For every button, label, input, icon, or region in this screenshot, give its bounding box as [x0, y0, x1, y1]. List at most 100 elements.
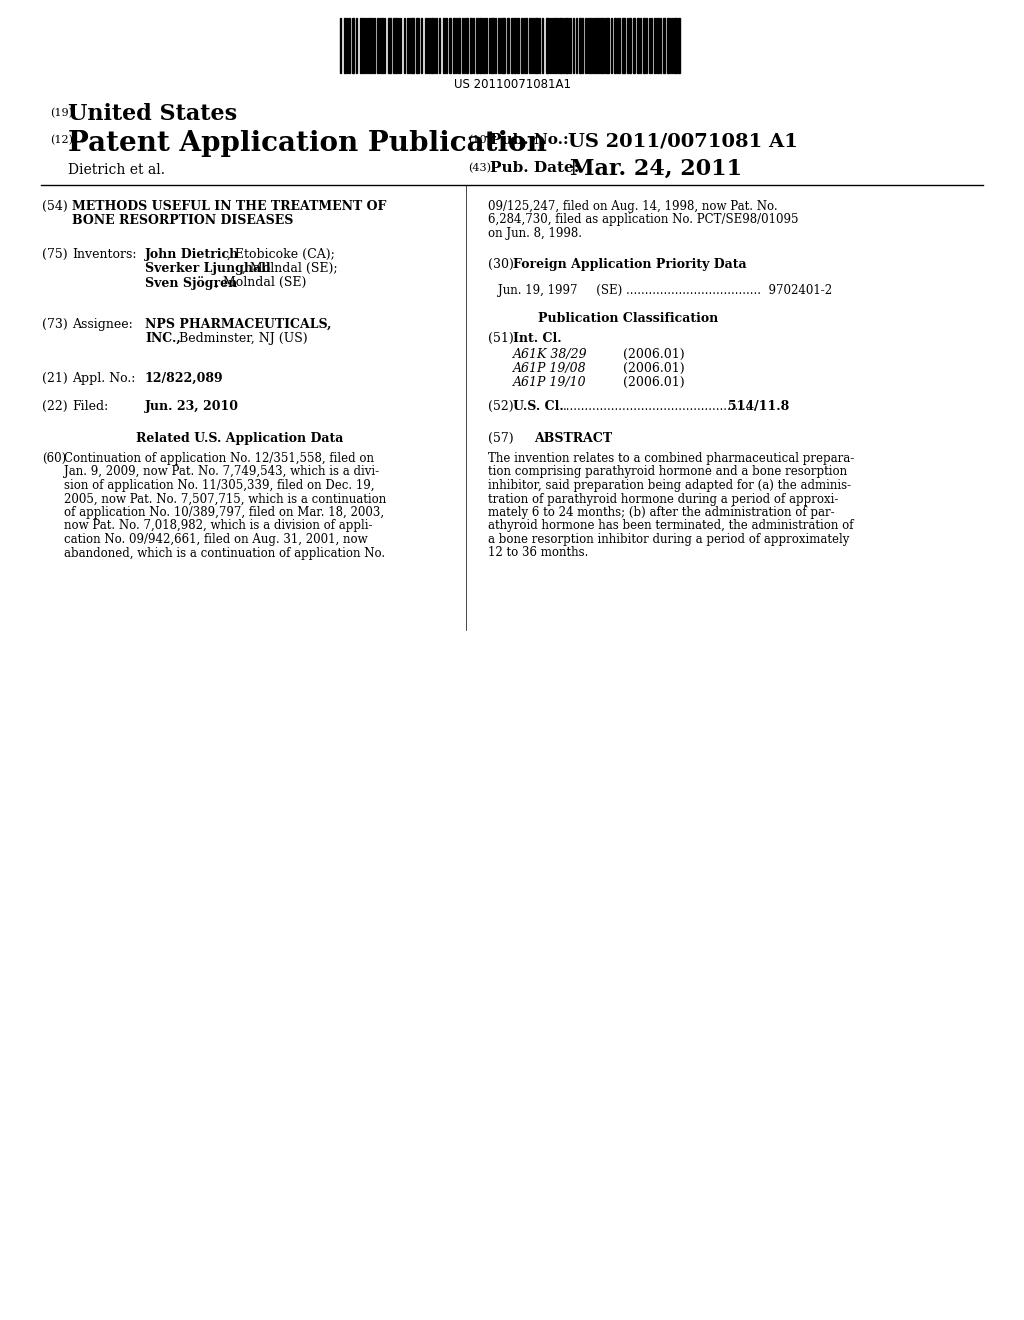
Text: mately 6 to 24 months; (b) after the administration of par-: mately 6 to 24 months; (b) after the adm…	[488, 506, 835, 519]
Text: (2006.01): (2006.01)	[623, 348, 685, 360]
Bar	[622, 18, 625, 73]
Bar	[470, 18, 472, 73]
Text: inhibitor, said preparation being adapted for (a) the adminis-: inhibitor, said preparation being adapte…	[488, 479, 851, 492]
Text: John Dietrich: John Dietrich	[145, 248, 240, 261]
Text: (2006.01): (2006.01)	[623, 376, 685, 389]
Text: A61K 38/29: A61K 38/29	[513, 348, 588, 360]
Bar	[511, 18, 513, 73]
Text: , Etobicoke (CA);: , Etobicoke (CA);	[227, 248, 335, 261]
Bar	[674, 18, 677, 73]
Text: Jan. 9, 2009, now Pat. No. 7,749,543, which is a divi-: Jan. 9, 2009, now Pat. No. 7,749,543, wh…	[63, 466, 379, 479]
Bar	[600, 18, 603, 73]
Bar	[502, 18, 505, 73]
Text: Bedminster, NJ (US): Bedminster, NJ (US)	[175, 333, 307, 345]
Text: now Pat. No. 7,018,982, which is a division of appli-: now Pat. No. 7,018,982, which is a divis…	[63, 520, 373, 532]
Bar	[565, 18, 568, 73]
Text: (73): (73)	[42, 318, 68, 331]
Text: Inventors:: Inventors:	[72, 248, 136, 261]
Bar	[525, 18, 527, 73]
Bar	[629, 18, 631, 73]
Text: (22): (22)	[42, 400, 68, 413]
Bar	[606, 18, 609, 73]
Text: on Jun. 8, 1998.: on Jun. 8, 1998.	[488, 227, 582, 240]
Text: NPS PHARMACEUTICALS,: NPS PHARMACEUTICALS,	[145, 318, 332, 331]
Text: 2005, now Pat. No. 7,507,715, which is a continuation: 2005, now Pat. No. 7,507,715, which is a…	[63, 492, 386, 506]
Bar	[453, 18, 455, 73]
Text: Jun. 23, 2010: Jun. 23, 2010	[145, 400, 239, 413]
Text: Related U.S. Application Data: Related U.S. Application Data	[136, 432, 344, 445]
Text: ABSTRACT: ABSTRACT	[534, 432, 612, 445]
Bar	[458, 18, 460, 73]
Bar	[546, 18, 549, 73]
Text: Sven Sjögren: Sven Sjögren	[145, 276, 238, 290]
Text: Continuation of application No. 12/351,558, filed on: Continuation of application No. 12/351,5…	[63, 451, 374, 465]
Bar	[507, 18, 509, 73]
Text: tration of parathyroid hormone during a period of approxi-: tration of parathyroid hormone during a …	[488, 492, 839, 506]
Text: (30): (30)	[488, 257, 514, 271]
Bar	[395, 18, 397, 73]
Text: 12/822,089: 12/822,089	[145, 372, 223, 385]
Text: Pub. Date:: Pub. Date:	[490, 161, 580, 176]
Text: A61P 19/08: A61P 19/08	[513, 362, 587, 375]
Text: sion of application No. 11/305,339, filed on Dec. 19,: sion of application No. 11/305,339, file…	[63, 479, 375, 492]
Text: (75): (75)	[42, 248, 68, 261]
Bar	[554, 18, 556, 73]
Bar	[514, 18, 516, 73]
Text: Sverker Ljunghall: Sverker Ljunghall	[145, 261, 270, 275]
Bar	[589, 18, 591, 73]
Bar	[663, 18, 665, 73]
Text: (10): (10)	[468, 135, 490, 145]
Text: 09/125,247, filed on Aug. 14, 1998, now Pat. No.: 09/125,247, filed on Aug. 14, 1998, now …	[488, 201, 777, 213]
Text: 12 to 36 months.: 12 to 36 months.	[488, 546, 589, 560]
Bar	[476, 18, 478, 73]
Bar	[614, 18, 616, 73]
Bar	[633, 18, 635, 73]
Text: (19): (19)	[50, 108, 73, 119]
Text: (12): (12)	[50, 135, 73, 145]
Text: Appl. No.:: Appl. No.:	[72, 372, 135, 385]
Bar	[657, 18, 659, 73]
Text: The invention relates to a combined pharmaceutical prepara-: The invention relates to a combined phar…	[488, 451, 854, 465]
Bar	[678, 18, 680, 73]
Text: Pub. No.:: Pub. No.:	[490, 133, 568, 147]
Bar	[431, 18, 433, 73]
Bar	[654, 18, 656, 73]
Text: United States: United States	[68, 103, 238, 125]
Bar	[411, 18, 414, 73]
Bar	[594, 18, 596, 73]
Bar	[579, 18, 581, 73]
Text: (60): (60)	[42, 451, 67, 465]
Text: Int. Cl.: Int. Cl.	[513, 333, 561, 345]
Text: (51): (51)	[488, 333, 514, 345]
Text: (57): (57)	[488, 432, 514, 445]
Text: tion comprising parathyroid hormone and a bone resorption: tion comprising parathyroid hormone and …	[488, 466, 847, 479]
Bar	[569, 18, 571, 73]
Text: athyroid hormone has been terminated, the administration of: athyroid hormone has been terminated, th…	[488, 520, 853, 532]
Text: U.S. Cl.: U.S. Cl.	[513, 400, 564, 413]
Bar	[443, 18, 445, 73]
Text: , Molndal (SE): , Molndal (SE)	[215, 276, 306, 289]
Text: US 20110071081A1: US 20110071081A1	[454, 78, 570, 91]
Text: Filed:: Filed:	[72, 400, 109, 413]
Text: (54): (54)	[42, 201, 68, 213]
Text: METHODS USEFUL IN THE TREATMENT OF: METHODS USEFUL IN THE TREATMENT OF	[72, 201, 386, 213]
Bar	[479, 18, 481, 73]
Text: (2006.01): (2006.01)	[623, 362, 685, 375]
Bar	[637, 18, 639, 73]
Bar	[667, 18, 669, 73]
Text: 514/11.8: 514/11.8	[728, 400, 790, 413]
Text: Foreign Application Priority Data: Foreign Application Priority Data	[513, 257, 746, 271]
Text: 6,284,730, filed as application No. PCT/SE98/01095: 6,284,730, filed as application No. PCT/…	[488, 214, 799, 227]
Bar	[352, 18, 354, 73]
Text: of application No. 10/389,797, filed on Mar. 18, 2003,: of application No. 10/389,797, filed on …	[63, 506, 384, 519]
Bar	[449, 18, 451, 73]
Text: Jun. 19, 1997     (SE) ....................................  9702401-2: Jun. 19, 1997 (SE) .....................…	[498, 284, 833, 297]
Bar	[466, 18, 468, 73]
Bar	[559, 18, 562, 73]
Bar	[344, 18, 346, 73]
Text: INC.,: INC.,	[145, 333, 181, 345]
Bar	[517, 18, 519, 73]
Text: Assignee:: Assignee:	[72, 318, 133, 331]
Text: BONE RESORPTION DISEASES: BONE RESORPTION DISEASES	[72, 214, 293, 227]
Text: Dietrich et al.: Dietrich et al.	[68, 162, 165, 177]
